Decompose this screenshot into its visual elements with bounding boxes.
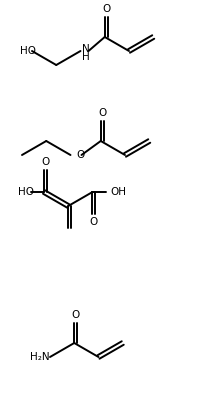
Text: HO: HO [18, 187, 34, 197]
Text: H₂N: H₂N [30, 352, 50, 362]
Text: O: O [90, 217, 98, 227]
Text: OH: OH [111, 187, 126, 197]
Text: N: N [83, 44, 90, 54]
Text: O: O [76, 150, 85, 160]
Text: O: O [98, 108, 106, 118]
Text: H: H [83, 52, 90, 62]
Text: O: O [102, 4, 110, 14]
Text: HO: HO [20, 46, 36, 56]
Text: O: O [72, 310, 80, 320]
Text: O: O [41, 157, 50, 167]
